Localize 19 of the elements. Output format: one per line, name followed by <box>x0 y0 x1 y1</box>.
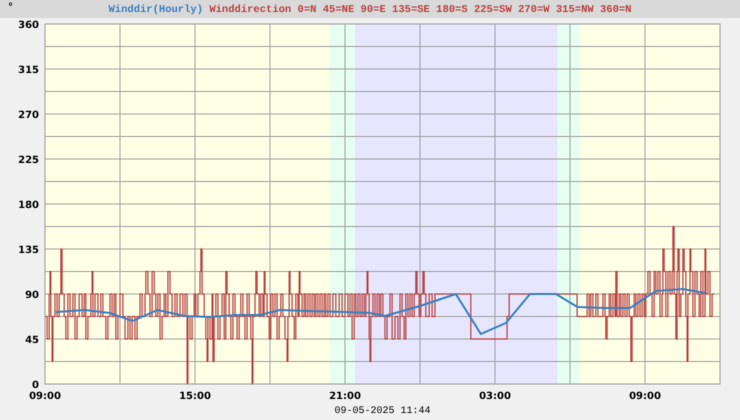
y-tick-label: 135 <box>18 245 40 256</box>
y-tick-label: 270 <box>18 110 40 121</box>
y-tick-label: 0 <box>32 380 40 391</box>
line-series <box>54 288 706 335</box>
y-tick-label: 180 <box>18 200 40 211</box>
text: Winddirection 0=N 45=NE 90=E 135=SE 180=S 225=SW 270=W 315=NW 360=N <box>203 4 632 16</box>
x-tick-label: 15:00 <box>179 391 211 402</box>
y-tick-label: 315 <box>18 65 40 76</box>
x-axis-title: 09-05-2025 11:44 <box>334 406 431 417</box>
x-tick-label: 09:00 <box>29 391 61 402</box>
y-tick-label: 90 <box>25 290 40 301</box>
y-tick-label: 360 <box>18 20 40 31</box>
y-tick-label: 45 <box>25 335 40 346</box>
x-tick-label: 21:00 <box>329 391 361 402</box>
x-tick-label: 03:00 <box>479 391 511 402</box>
text: Winddir(Hourly) <box>108 4 204 16</box>
x-tick-label: 09:00 <box>629 391 661 402</box>
y-tick-label: 225 <box>18 155 40 166</box>
y-axis-title: ° <box>8 2 13 13</box>
